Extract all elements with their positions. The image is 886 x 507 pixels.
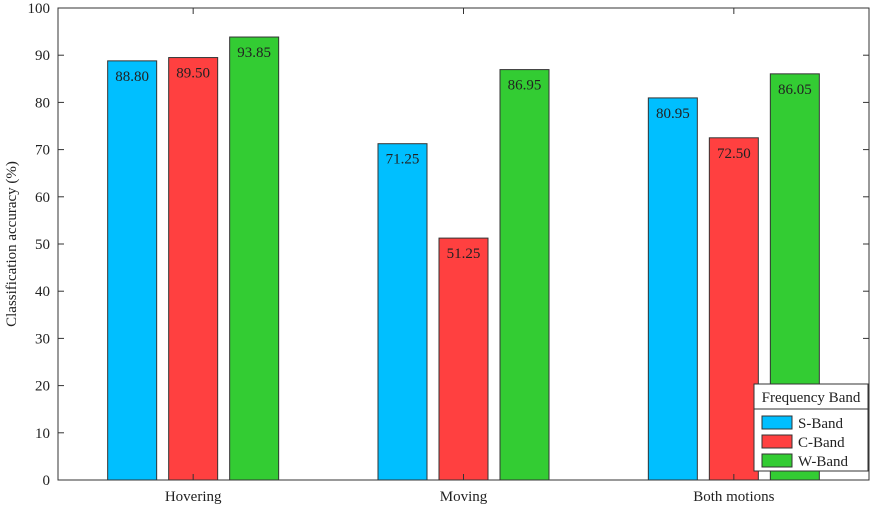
legend: Frequency Band S-Band C-Band W-Band	[753, 383, 869, 472]
y-axis-label: Classification accuracy (%)	[4, 161, 20, 327]
legend-entry-label: W-Band	[798, 454, 848, 470]
bar	[708, 137, 759, 481]
bar-value-label: 72.50	[717, 146, 751, 162]
bar-value-label: 86.95	[508, 78, 542, 94]
bar	[229, 36, 280, 481]
y-tick-label: 80	[35, 95, 50, 111]
y-tick-label: 20	[35, 379, 50, 395]
bar	[438, 237, 489, 481]
bar-value-label: 93.85	[237, 45, 271, 61]
legend-title: Frequency Band	[762, 390, 861, 406]
legend-swatch	[761, 453, 793, 468]
legend-entry-label: S-Band	[798, 416, 844, 432]
x-tick-label: Moving	[440, 489, 488, 505]
bars-group	[107, 36, 820, 481]
bar	[647, 97, 698, 481]
y-tick-label: 10	[35, 426, 50, 442]
y-tick-label: 40	[35, 284, 50, 300]
bar-value-label: 86.05	[778, 82, 812, 98]
y-tick-label: 50	[35, 237, 50, 253]
bar-value-label: 88.80	[115, 69, 149, 85]
x-tick-label: Both motions	[693, 489, 774, 505]
bar	[377, 143, 428, 481]
bar-value-label: 89.50	[176, 66, 210, 82]
bar-value-label: 80.95	[656, 106, 690, 122]
bar	[499, 69, 550, 481]
bar-value-label: 51.25	[447, 246, 481, 262]
y-axis-ticks: 0 10 20 30 40 50 60 70 80 90 100	[28, 1, 869, 489]
data-labels-group: 88.80 89.50 93.85 71.25 51.25 86.95 80.95 72.50…	[115, 45, 811, 262]
y-tick-label: 30	[35, 331, 50, 347]
y-tick-label: 100	[28, 1, 51, 17]
y-tick-label: 0	[43, 473, 51, 489]
x-axis-ticks: Hovering Moving Both motions	[165, 8, 775, 505]
bar	[168, 57, 219, 481]
legend-entry-label: C-Band	[798, 435, 845, 451]
y-tick-label: 60	[35, 190, 50, 206]
legend-items: S-Band C-Band W-Band	[761, 415, 848, 470]
x-tick-label: Hovering	[165, 489, 222, 505]
y-tick-label: 90	[35, 48, 50, 64]
legend-swatch	[761, 415, 793, 430]
bar-value-label: 71.25	[386, 152, 420, 168]
legend-swatch	[761, 434, 793, 449]
bar	[107, 60, 158, 481]
y-tick-label: 70	[35, 143, 50, 159]
